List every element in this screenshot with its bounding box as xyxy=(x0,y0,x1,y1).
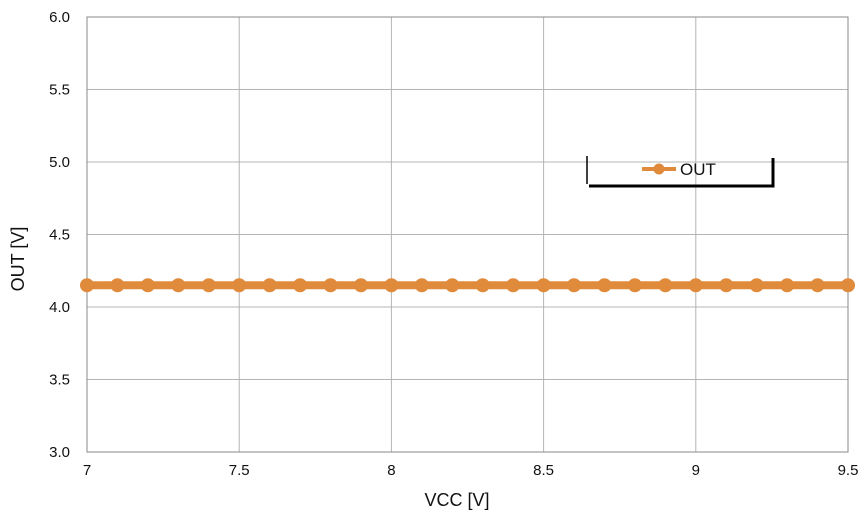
x-tick-label: 8.5 xyxy=(533,462,554,479)
series-point-out xyxy=(536,278,551,293)
y-tick-label: 3.0 xyxy=(49,444,70,461)
series-point-out xyxy=(475,278,490,293)
y-tick-label: 4.0 xyxy=(49,299,70,316)
series-point-out xyxy=(749,278,764,293)
legend-box-shadow xyxy=(589,158,775,188)
series-point-out xyxy=(293,278,308,293)
x-tick-label: 8 xyxy=(387,462,395,479)
legend-swatch-marker xyxy=(653,163,665,175)
y-tick-label: 3.5 xyxy=(49,372,70,389)
y-tick-label: 5.0 xyxy=(49,154,70,171)
series-point-out xyxy=(658,278,673,293)
series-point-out xyxy=(810,278,825,293)
series-point-out xyxy=(110,278,125,293)
y-tick-label: 5.5 xyxy=(49,82,70,99)
x-tick-label: 9.5 xyxy=(838,462,859,479)
series-point-out xyxy=(262,278,277,293)
series-point-out xyxy=(232,278,247,293)
series-point-out xyxy=(384,278,399,293)
x-tick-label: 7.5 xyxy=(229,462,250,479)
series-point-out xyxy=(353,278,368,293)
series-point-out xyxy=(506,278,521,293)
series-point-out xyxy=(841,278,855,293)
y-tick-label: 6.0 xyxy=(49,9,70,26)
series-point-out xyxy=(627,278,642,293)
y-axis-title: OUT [V] xyxy=(8,227,28,292)
plot-frame xyxy=(86,16,849,453)
series-point-out xyxy=(171,278,186,293)
y-tick-label: 4.5 xyxy=(49,227,70,244)
series-layer xyxy=(80,278,855,293)
series-point-out xyxy=(140,278,155,293)
series-point-out xyxy=(445,278,460,293)
series-point-out xyxy=(780,278,795,293)
legend: OUT xyxy=(586,156,775,188)
series-point-out xyxy=(567,278,582,293)
series-point-out xyxy=(414,278,429,293)
tick-layer: 7 7.5 8 8.5 9 9.5 3.0 3.5 4.0 4.5 5.0 5.5 6.0 xyxy=(49,9,858,479)
series-point-out xyxy=(201,278,216,293)
x-tick-label: 7 xyxy=(83,462,91,479)
series-point-out xyxy=(80,278,94,293)
grid-layer xyxy=(87,17,848,452)
series-point-out xyxy=(688,278,703,293)
x-tick-label: 9 xyxy=(692,462,700,479)
series-point-out xyxy=(597,278,612,293)
legend-label: OUT xyxy=(680,160,716,179)
series-point-out xyxy=(323,278,338,293)
x-axis-title: VCC [V] xyxy=(424,490,489,510)
series-point-out xyxy=(719,278,734,293)
